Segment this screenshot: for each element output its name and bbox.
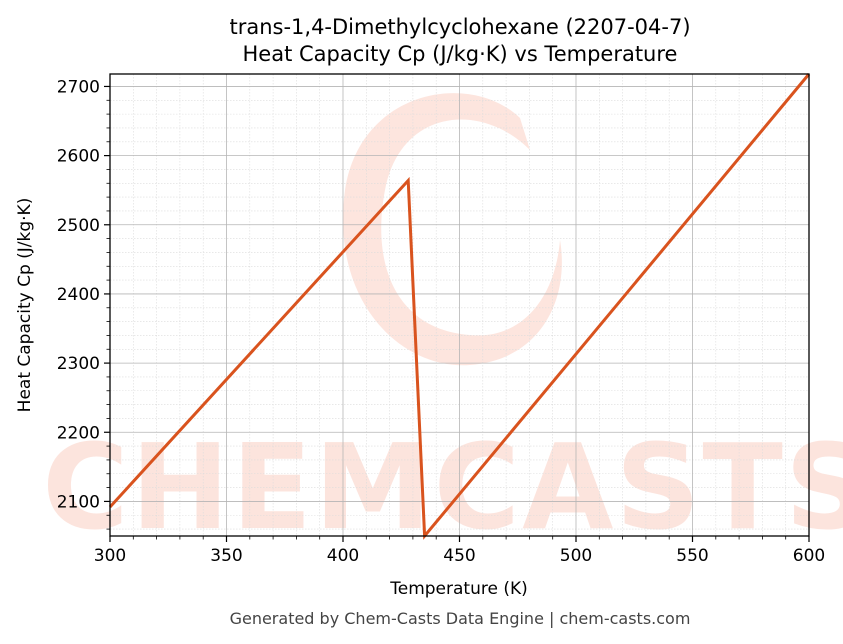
y-tick-label: 2300 [57, 354, 100, 374]
x-tick-label: 500 [560, 546, 592, 566]
x-axis-label: Temperature (K) [389, 579, 528, 599]
x-tick-label: 300 [94, 546, 126, 566]
x-tick-label: 550 [676, 546, 708, 566]
x-tick-label: 400 [327, 546, 359, 566]
y-tick-label: 2500 [57, 216, 100, 236]
chart-title: trans-1,4-Dimethylcyclohexane (2207-04-7… [229, 15, 690, 39]
watermark-swirl-icon [342, 93, 562, 366]
y-tick-label: 2700 [57, 77, 100, 97]
axis-ticks: 300 350 400 450 500 550 600 2100 2200 2300 2400 250… [57, 77, 825, 566]
y-tick-label: 2100 [57, 492, 100, 512]
watermark: CHEMCASTS [42, 93, 843, 556]
series-line [108, 73, 811, 540]
footer-credit: Generated by Chem-Casts Data Engine | ch… [230, 609, 691, 628]
y-tick-label: 2600 [57, 147, 100, 167]
y-tick-label: 2200 [57, 423, 100, 443]
y-axis-label: Heat Capacity Cp (J/kg·K) [15, 198, 35, 413]
y-tick-label: 2400 [57, 285, 100, 305]
grid [109, 74, 810, 536]
chart-subtitle: Heat Capacity Cp (J/kg·K) vs Temperature [243, 42, 678, 66]
x-tick-label: 600 [793, 546, 825, 566]
series-layer [108, 73, 811, 540]
plot-frame [109, 73, 810, 537]
x-tick-label: 350 [210, 546, 242, 566]
watermark-text: CHEMCASTS [42, 418, 843, 556]
x-tick-label: 450 [443, 546, 475, 566]
